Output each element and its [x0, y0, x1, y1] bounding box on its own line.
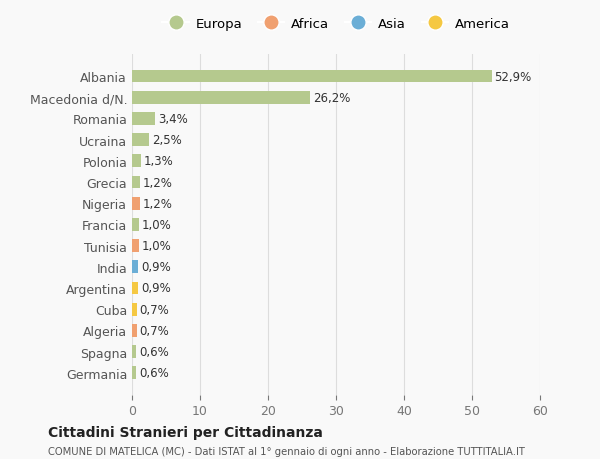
Text: 0,9%: 0,9%	[141, 282, 170, 295]
Bar	[132, 303, 137, 316]
Bar	[132, 197, 140, 210]
Bar	[132, 155, 141, 168]
Bar	[132, 176, 140, 189]
Text: 0,7%: 0,7%	[139, 324, 169, 337]
Bar	[132, 325, 137, 337]
Legend: Europa, Africa, Asia, America: Europa, Africa, Asia, America	[163, 17, 509, 30]
Text: 0,9%: 0,9%	[141, 261, 170, 274]
Bar	[132, 282, 138, 295]
Text: 26,2%: 26,2%	[313, 91, 350, 105]
Text: 0,7%: 0,7%	[139, 303, 169, 316]
Text: 52,9%: 52,9%	[494, 70, 532, 84]
Text: 3,4%: 3,4%	[158, 112, 188, 126]
Bar	[132, 240, 139, 252]
Bar	[132, 367, 136, 379]
Bar	[132, 92, 310, 104]
Bar	[132, 261, 138, 274]
Text: 1,3%: 1,3%	[143, 155, 173, 168]
Text: 2,5%: 2,5%	[152, 134, 181, 147]
Text: Cittadini Stranieri per Cittadinanza: Cittadini Stranieri per Cittadinanza	[48, 425, 323, 439]
Text: 1,0%: 1,0%	[142, 240, 171, 252]
Bar	[132, 346, 136, 358]
Text: 0,6%: 0,6%	[139, 345, 169, 358]
Bar	[132, 134, 149, 147]
Text: COMUNE DI MATELICA (MC) - Dati ISTAT al 1° gennaio di ogni anno - Elaborazione T: COMUNE DI MATELICA (MC) - Dati ISTAT al …	[48, 447, 525, 456]
Bar	[132, 113, 155, 125]
Text: 1,2%: 1,2%	[143, 197, 173, 210]
Text: 1,2%: 1,2%	[143, 176, 173, 189]
Text: 0,6%: 0,6%	[139, 366, 169, 380]
Bar	[132, 71, 492, 83]
Bar	[132, 218, 139, 231]
Text: 1,0%: 1,0%	[142, 218, 171, 231]
